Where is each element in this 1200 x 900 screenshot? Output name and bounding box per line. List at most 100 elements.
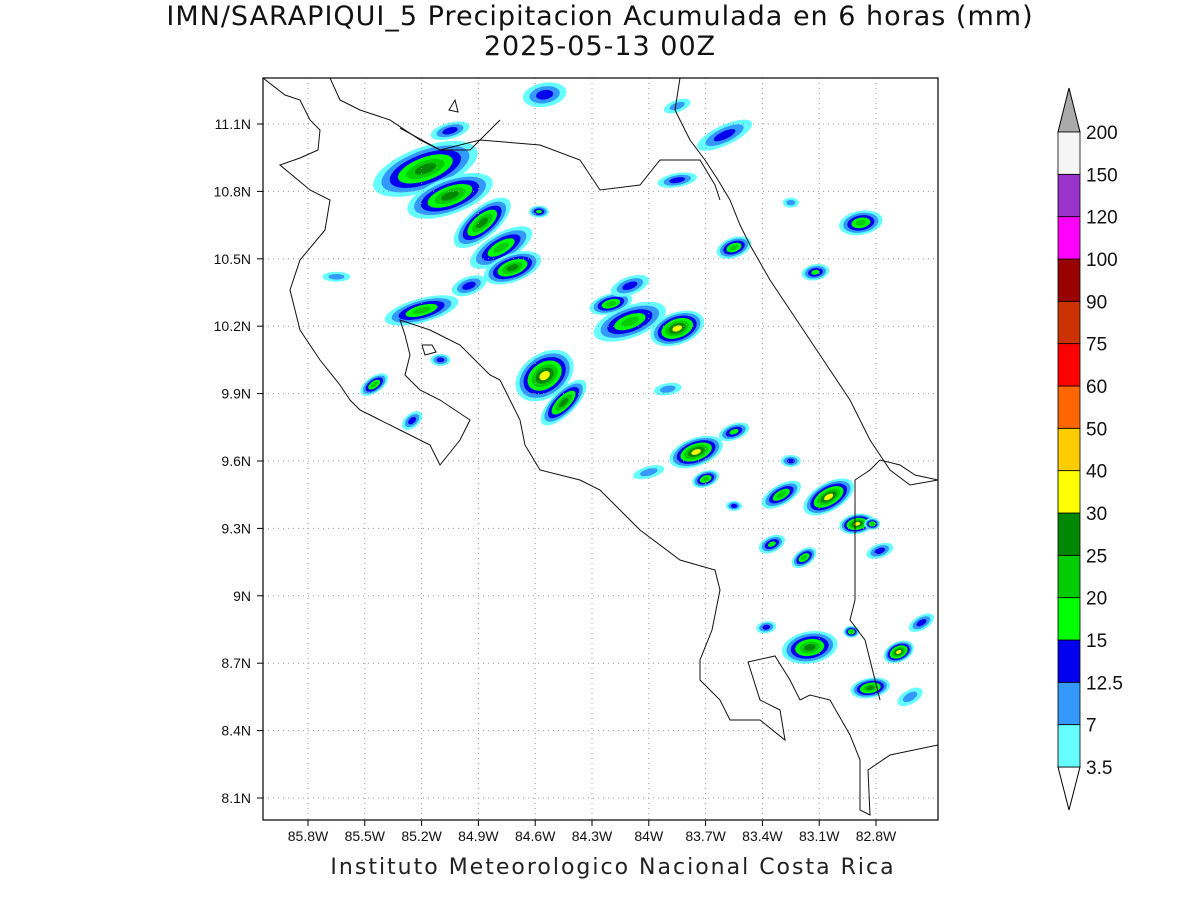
lon-tick-label: 84W (634, 828, 664, 844)
precip-cell (843, 625, 860, 638)
legend-level-label: 120 (1086, 208, 1118, 229)
legend-swatch (1057, 427, 1081, 471)
legend-swatch (1057, 343, 1081, 387)
footer-credit: Instituto Meteorologico Nacional Costa R… (330, 855, 896, 880)
precip-cell (761, 480, 802, 509)
lat-tick-label: 8.4N (221, 723, 251, 739)
precip-cell (451, 275, 487, 297)
lat-tick-label: 10.2N (214, 318, 251, 334)
precip-cell (839, 210, 883, 236)
lat-tick-label: 8.1N (221, 790, 251, 806)
legend-swatch (1057, 512, 1081, 556)
lon-tick-label: 85.8W (288, 828, 329, 844)
precip-cell (360, 373, 389, 396)
color-legend: 3.5 7 12.5 15 20 25 30 40 50 60 75 90 100 120 150 200 (1057, 87, 1123, 811)
legend-swatch (1057, 216, 1081, 260)
map-frame (262, 77, 939, 821)
precip-cell (373, 140, 478, 197)
lon-tick-label: 84.6W (515, 828, 556, 844)
legend-swatch (1057, 385, 1081, 429)
precip-cell (718, 422, 750, 442)
precip-cell (726, 500, 742, 511)
precip-cell (864, 517, 881, 530)
precip-cell (801, 264, 830, 281)
precip-cell (653, 382, 682, 396)
legend-level-label: 15 (1086, 631, 1107, 652)
lon-tick-label: 85.5W (345, 828, 386, 844)
legend-swatch (1057, 597, 1081, 641)
legend-swatch (1057, 131, 1081, 175)
precip-cell (384, 295, 459, 326)
lat-tick-label: 10.5N (214, 251, 251, 267)
lon-tick-label: 85.2W (401, 828, 442, 844)
precip-cell (839, 513, 875, 535)
lat-tick-label: 8.7N (221, 655, 251, 671)
precip-cell (470, 226, 533, 269)
legend-level-label: 30 (1086, 504, 1107, 525)
precip-cell (540, 379, 587, 426)
precip-cell (589, 292, 633, 315)
lat-tick-label: 9N (233, 588, 251, 604)
precip-cell (780, 455, 801, 467)
legend-swatch (1057, 258, 1081, 302)
lon-tick-label: 83.1W (799, 828, 840, 844)
precip-cell (883, 640, 914, 664)
lat-tick-label: 9.6N (221, 453, 251, 469)
precip-cell (610, 274, 649, 297)
map-title: IMN/SARAPIQUI_5 Precipitacion Acumulada … (166, 1, 1034, 32)
lon-tick-label: 84.9W (458, 828, 499, 844)
legend-level-label: 20 (1086, 589, 1107, 610)
legend-level-label: 50 (1086, 419, 1107, 440)
legend-level-label: 25 (1086, 546, 1107, 567)
precip-cell (453, 197, 511, 249)
precip-cell (697, 119, 753, 151)
lon-tick-label: 83.7W (685, 828, 726, 844)
precip-cell (850, 677, 891, 699)
precip-cell (483, 251, 542, 285)
lat-tick-label: 11.1N (215, 116, 251, 132)
precip-cell (791, 547, 817, 568)
legend-level-label: 7 (1086, 716, 1097, 737)
legend-min-arrow (1057, 766, 1081, 811)
precip-cell (669, 435, 723, 469)
precip-cell (908, 613, 935, 633)
coastline (263, 78, 938, 816)
legend-level-label: 100 (1086, 250, 1118, 271)
legend-swatch (1057, 173, 1081, 218)
precip-cell (322, 271, 351, 282)
precip-cell (401, 411, 423, 430)
legend-swatch (1057, 639, 1081, 683)
legend-level-label: 75 (1086, 335, 1107, 356)
lon-tick-label: 83.4W (742, 828, 783, 844)
legend-swatch (1057, 470, 1081, 514)
lat-tick-label: 10.8N (214, 183, 251, 199)
legend-swatch (1057, 681, 1081, 725)
legend-level-label: 40 (1086, 462, 1107, 483)
precip-cell (866, 542, 894, 560)
lat-tick-label: 9.3N (221, 520, 251, 536)
legend-level-label: 60 (1086, 377, 1107, 398)
map-date: 2025-05-13 00Z (483, 31, 717, 62)
precip-cell (716, 236, 752, 259)
precip-cell (593, 301, 666, 342)
legend-swatch (1057, 724, 1081, 768)
legend-max-arrow (1057, 87, 1081, 133)
precip-cell (758, 534, 785, 554)
precip-cell (430, 353, 451, 366)
lat-tick-label: 9.9N (221, 386, 251, 402)
legend-level-label: 12.5 (1086, 673, 1123, 694)
legend-level-label: 150 (1086, 165, 1118, 186)
precip-cell (782, 630, 838, 664)
precip-cell (633, 465, 665, 480)
precip-cell (897, 687, 923, 707)
precip-cell (663, 98, 691, 114)
legend-swatch (1057, 300, 1081, 344)
precip-cell (407, 173, 493, 219)
precip-cell (782, 197, 799, 208)
precip-cell (528, 205, 549, 218)
precip-cell (803, 478, 854, 516)
precip-cell (430, 121, 470, 141)
legend-level-label: 200 (1086, 123, 1118, 144)
lon-tick-label: 84.3W (572, 828, 613, 844)
